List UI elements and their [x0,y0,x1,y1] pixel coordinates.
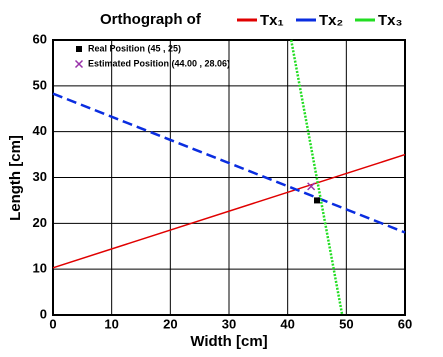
legend-label: Tx₁ [260,12,284,29]
legend-marker [74,59,84,69]
x-tick-label: 0 [49,316,56,331]
x-tick-label: 50 [339,316,353,331]
plot-border [52,39,406,316]
point-marker [314,197,320,204]
point-marker [307,182,316,191]
chart-title: Orthograph of [100,11,202,28]
legend-marker [76,46,82,52]
y-axis-label: Length [cm] [7,135,24,221]
x-tick-label: 60 [398,316,412,331]
y-tick-label: 60 [33,31,47,46]
legend-label: Tx₂ [319,12,343,29]
line [52,92,406,234]
legend-label: Estimated Position (44.00 , 28.06) [88,58,230,68]
x-tick-label: 30 [222,316,236,331]
x-axis-label: Width [cm] [190,333,267,350]
legend-label: Real Position (45 , 25) [88,43,181,53]
y-tick-label: 30 [33,169,47,184]
y-tick-label: 10 [33,261,47,276]
y-tick-label: 40 [33,123,47,138]
line [289,39,344,316]
x-tick-label: 20 [163,316,177,331]
x-tick-label: 10 [104,316,118,331]
legend-label: Tx₃ [378,12,403,29]
y-tick-label: 20 [33,215,47,230]
line [52,153,406,269]
y-tick-label: 50 [33,77,47,92]
y-tick-label: 0 [40,306,47,321]
x-tick-label: 40 [280,316,294,331]
